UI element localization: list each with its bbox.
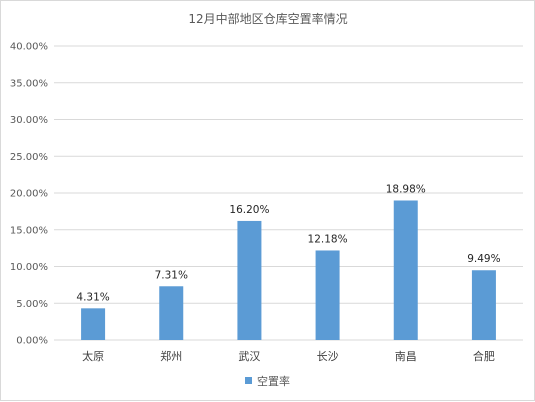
legend-swatch — [245, 377, 252, 384]
bar — [315, 250, 340, 340]
gridlines — [54, 45, 523, 341]
y-axis-ticks: 0.00% 5.00% 10.00% 15.00% 20.00% 25.00% 30.00%… — [10, 42, 48, 347]
y-tick-label: 0.00% — [16, 336, 48, 347]
category-label: 南昌 — [395, 350, 417, 363]
data-label: 9.49% — [467, 253, 500, 265]
category-label: 合肥 — [473, 349, 495, 363]
chart-title: 12月中部地区仓库空置率情况 — [188, 11, 347, 26]
bar — [159, 286, 184, 340]
bars — [81, 200, 496, 340]
legend-label: 空置率 — [257, 374, 290, 388]
data-label: 16.20% — [229, 204, 269, 216]
y-tick-label: 25.00% — [10, 152, 48, 163]
category-label: 武汉 — [238, 350, 260, 363]
category-label: 郑州 — [160, 349, 182, 363]
data-label: 18.98% — [386, 183, 426, 195]
data-label: 7.31% — [155, 269, 188, 281]
category-label: 太原 — [82, 350, 104, 363]
legend: 空置率 — [245, 374, 290, 388]
y-tick-label: 35.00% — [10, 78, 48, 89]
y-tick-label: 10.00% — [10, 262, 48, 273]
category-label: 长沙 — [317, 350, 339, 363]
bar — [393, 200, 418, 340]
y-tick-label: 20.00% — [10, 189, 48, 200]
bar — [471, 270, 496, 340]
data-label: 12.18% — [308, 233, 348, 245]
data-labels: 4.31% 7.31% 16.20% 12.18% 18.98% 9.49% — [76, 183, 500, 303]
y-tick-label: 5.00% — [16, 299, 48, 310]
y-tick-label: 15.00% — [10, 225, 48, 236]
y-tick-label: 40.00% — [10, 42, 48, 53]
bar — [81, 308, 106, 340]
y-tick-label: 30.00% — [10, 115, 48, 126]
data-label: 4.31% — [76, 291, 109, 303]
bar — [237, 220, 262, 340]
x-axis-categories: 太原 郑州 武汉 长沙 南昌 合肥 — [82, 349, 495, 363]
